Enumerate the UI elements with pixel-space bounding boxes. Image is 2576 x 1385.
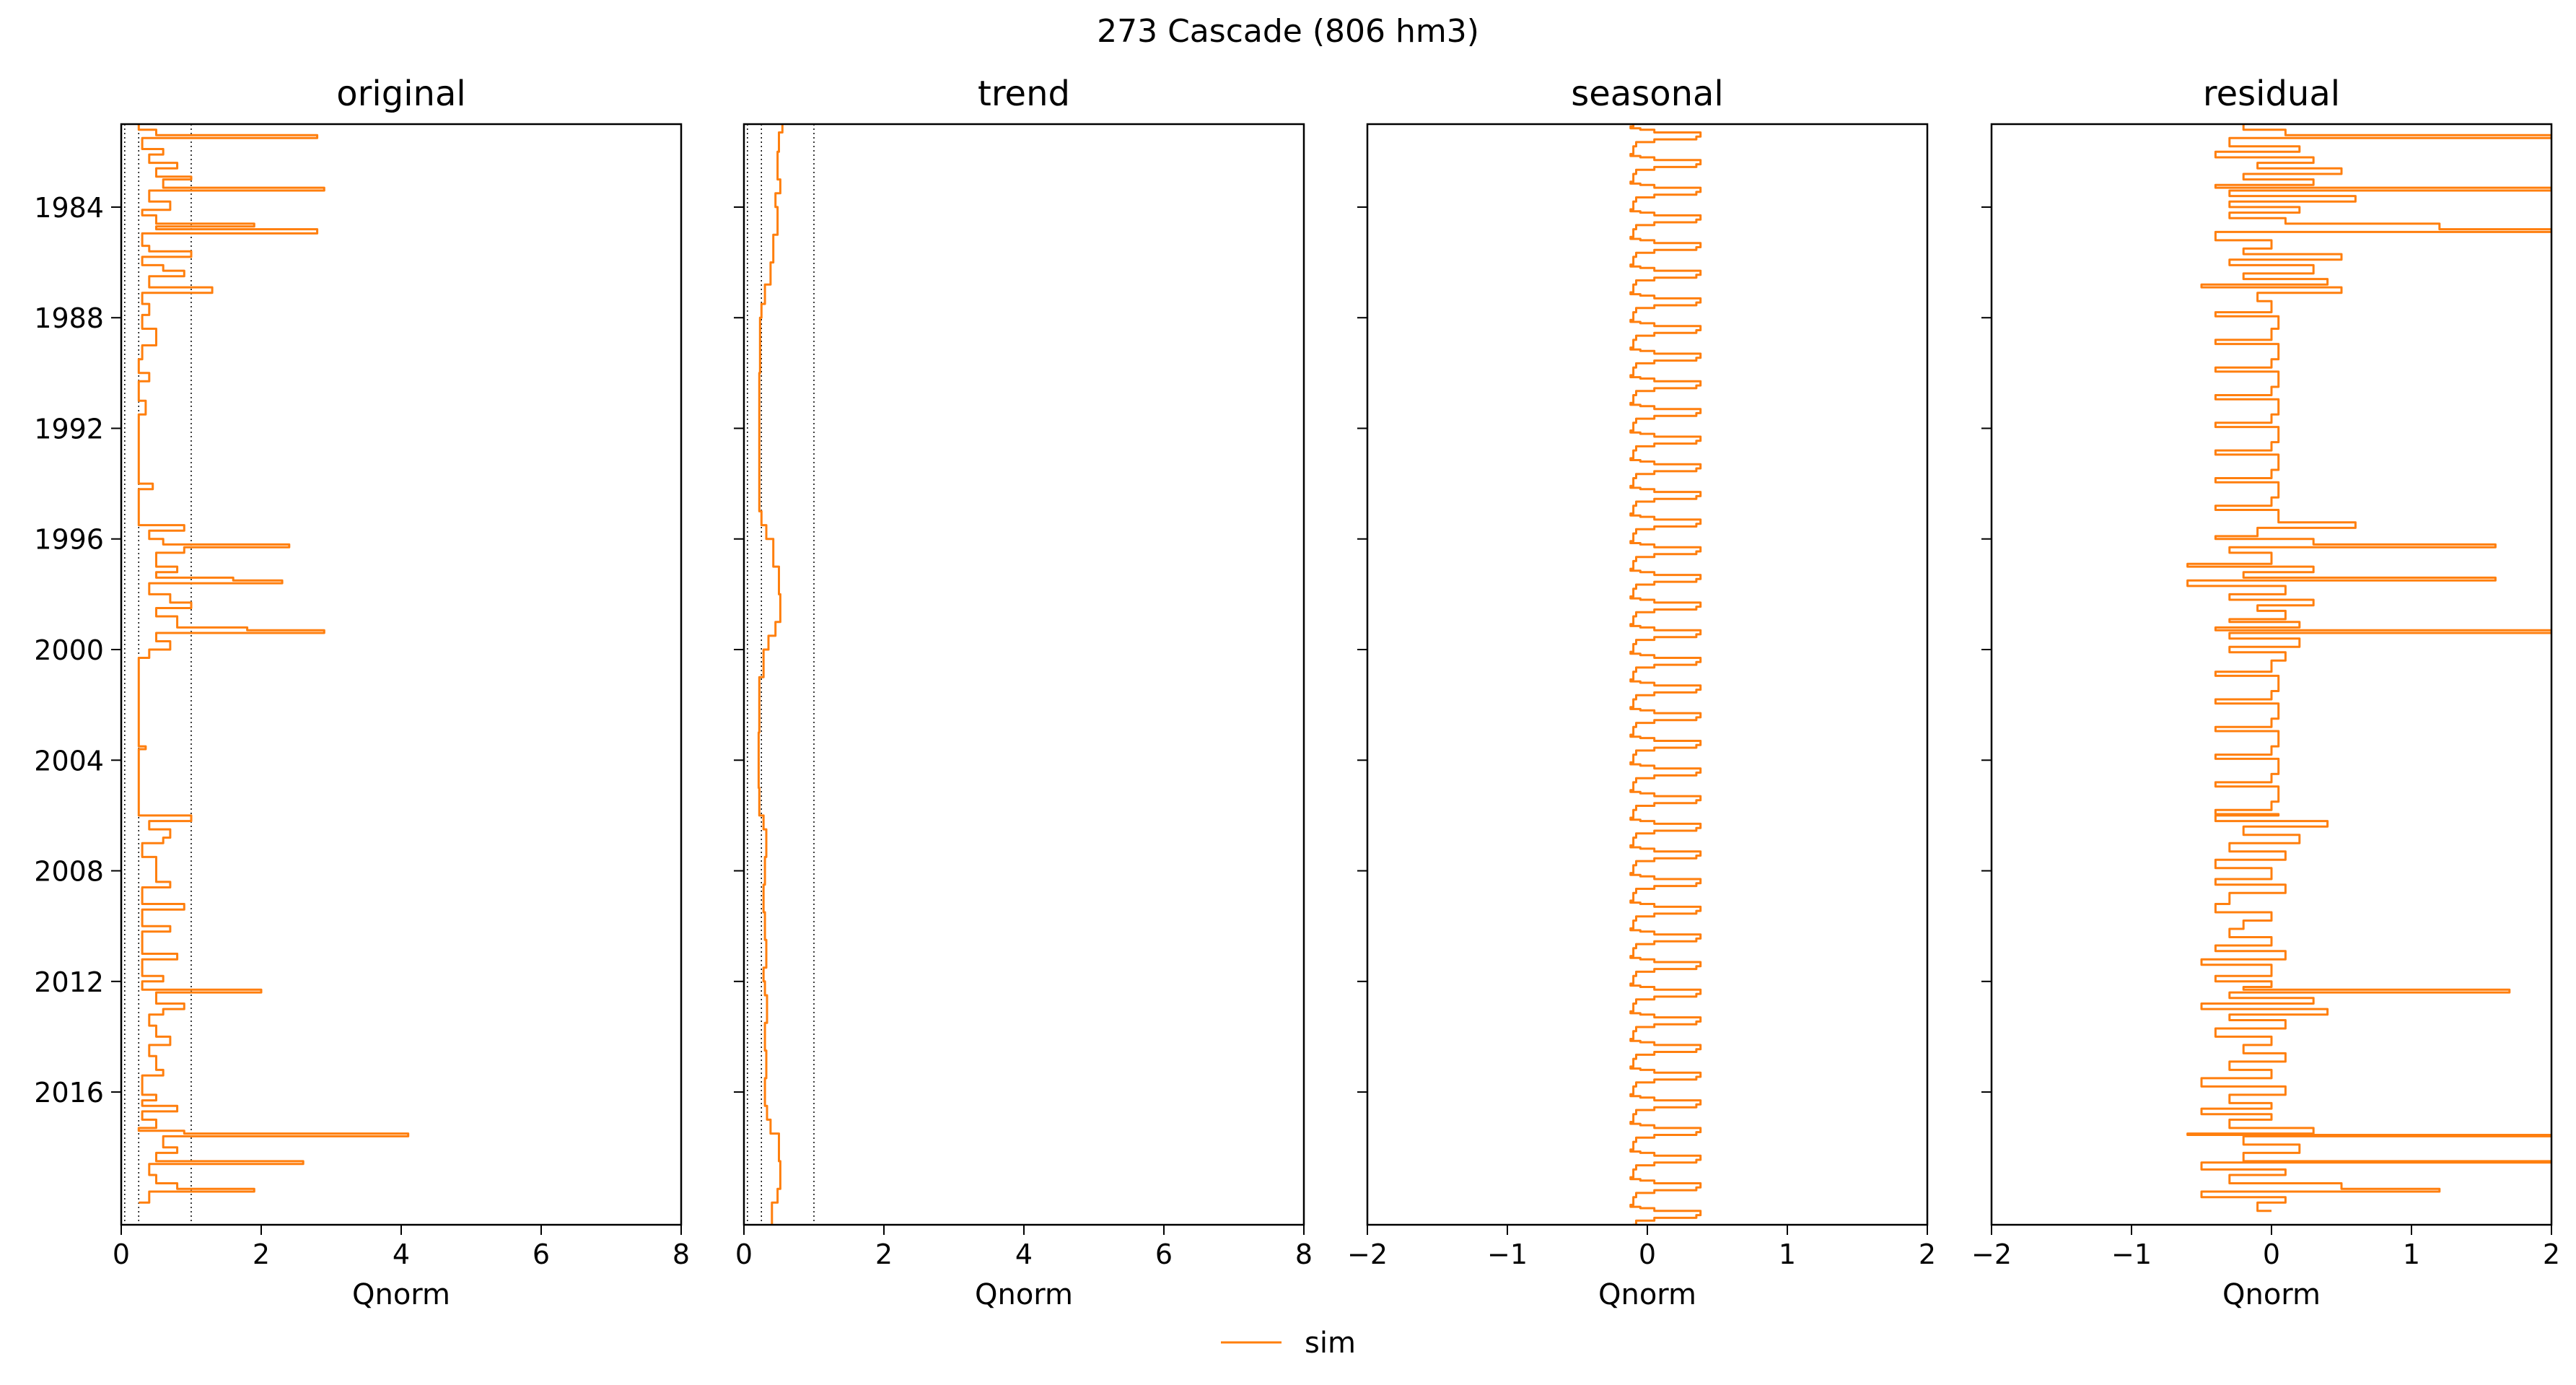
y-tick-label: 1996 bbox=[34, 524, 104, 556]
plot-frame bbox=[742, 123, 1305, 1226]
x-tick-label: 2 bbox=[253, 1238, 270, 1270]
legend-label-sim: sim bbox=[1305, 1327, 1356, 1360]
x-axis-label: Qnorm bbox=[1598, 1278, 1696, 1311]
x-tick-label: 0 bbox=[735, 1238, 753, 1270]
x-tick-label: 8 bbox=[673, 1238, 690, 1270]
x-tick-label: 2 bbox=[875, 1238, 893, 1270]
x-tick-label: 6 bbox=[1155, 1238, 1173, 1270]
x-tick-label: 2 bbox=[1919, 1238, 1936, 1270]
panel-seasonal: seasonal −2 −1 0 1 2 Qnorm bbox=[1347, 74, 1936, 1311]
y-tick-label: 2012 bbox=[34, 966, 104, 998]
series-line-sim bbox=[1629, 124, 1702, 1225]
x-tick-label: 8 bbox=[1295, 1238, 1313, 1270]
figure-title: 273 Cascade (806 hm3) bbox=[1097, 13, 1479, 50]
panel-original: original 0 2 4 6 8 Qnorm 1984 1988 1992 1996 2000 20… bbox=[34, 74, 690, 1311]
x-tick-label: 4 bbox=[1015, 1238, 1033, 1270]
panel-title: original bbox=[336, 74, 465, 114]
panel-title: seasonal bbox=[1571, 74, 1724, 114]
panel-title: residual bbox=[2203, 74, 2340, 114]
x-tick-label: −2 bbox=[1971, 1238, 2012, 1270]
series-line-sim bbox=[2186, 124, 2551, 1213]
legend: sim bbox=[1221, 1327, 1356, 1360]
y-tick-label: 2008 bbox=[34, 856, 104, 888]
y-tick-label: 2016 bbox=[34, 1077, 104, 1109]
panel-trend: trend 0 2 4 6 8 Qnorm bbox=[734, 74, 1313, 1311]
x-axis-label: Qnorm bbox=[352, 1278, 450, 1311]
x-tick-label: −2 bbox=[1347, 1238, 1388, 1270]
x-tick-label: −1 bbox=[2111, 1238, 2152, 1270]
plot-frame bbox=[120, 123, 683, 1226]
x-tick-label: 0 bbox=[2263, 1238, 2280, 1270]
y-tick-label: 1988 bbox=[34, 302, 104, 334]
y-tick-label: 2000 bbox=[34, 634, 104, 666]
x-axis-label: Qnorm bbox=[975, 1278, 1073, 1311]
x-tick-label: 0 bbox=[113, 1238, 130, 1270]
x-tick-label: 1 bbox=[1779, 1238, 1796, 1270]
x-tick-label: 4 bbox=[393, 1238, 410, 1270]
y-tick-label: 2004 bbox=[34, 745, 104, 777]
panel-title: trend bbox=[978, 74, 1070, 114]
y-tick-label: 1992 bbox=[34, 413, 104, 445]
series-line-sim bbox=[137, 124, 410, 1204]
plot-frame bbox=[1990, 123, 2553, 1226]
series-line-sim bbox=[757, 124, 784, 1225]
y-tick-label: 1984 bbox=[34, 192, 104, 224]
panel-residual: residual −2 −1 0 1 2 Qnorm bbox=[1971, 74, 2560, 1311]
x-tick-label: 1 bbox=[2403, 1238, 2420, 1270]
x-tick-label: 0 bbox=[1639, 1238, 1656, 1270]
x-tick-label: −1 bbox=[1487, 1238, 1528, 1270]
x-tick-label: 6 bbox=[533, 1238, 550, 1270]
x-axis-label: Qnorm bbox=[2222, 1278, 2321, 1311]
x-tick-label: 2 bbox=[2543, 1238, 2560, 1270]
plot-frame bbox=[1366, 123, 1929, 1226]
